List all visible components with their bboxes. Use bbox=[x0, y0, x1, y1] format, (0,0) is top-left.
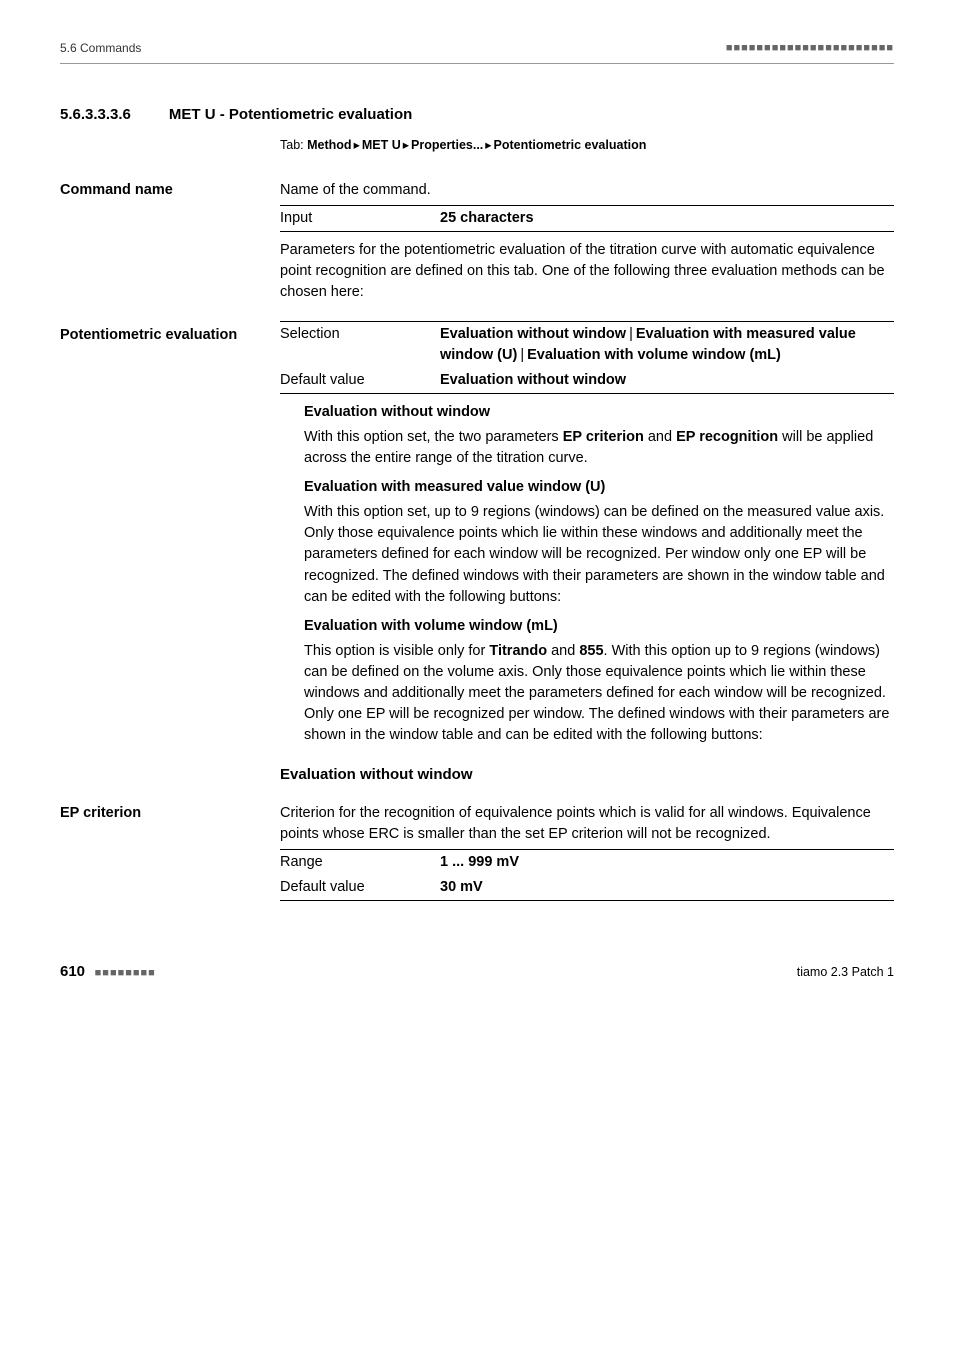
page-header: 5.6 Commands ■■■■■■■■■■■■■■■■■■■■■■ bbox=[60, 40, 894, 57]
param-value-selection: Evaluation without window|Evaluation wit… bbox=[440, 324, 894, 366]
potentiometric-eval-block: Potentiometric evaluation Selection Eval… bbox=[60, 321, 894, 797]
footer-right: tiamo 2.3 Patch 1 bbox=[797, 963, 894, 981]
param-row-range: Range 1 ... 999 mV bbox=[280, 849, 894, 875]
potentiometric-eval-heading: Potentiometric evaluation bbox=[60, 325, 280, 346]
selection-opt-2: Evaluation with volume window (mL) bbox=[527, 347, 781, 363]
tab-path-2: Properties... bbox=[411, 138, 483, 152]
def2-bold1: Titrando bbox=[489, 643, 547, 659]
section-number: 5.6.3.3.3.6 bbox=[60, 104, 131, 126]
def0-bold2: EP recognition bbox=[676, 429, 778, 445]
param-label-range: Range bbox=[280, 852, 440, 873]
def-title-2: Evaluation with volume window (mL) bbox=[304, 616, 894, 637]
command-name-after-text: Parameters for the potentiometric evalua… bbox=[280, 240, 894, 303]
def2-pre: This option is visible only for bbox=[304, 643, 489, 659]
arrow-icon: ▸ bbox=[401, 138, 411, 152]
def2-bold2: 855 bbox=[579, 643, 603, 659]
definitions-list: Evaluation without window With this opti… bbox=[304, 402, 894, 745]
param-value-ep-default: 30 mV bbox=[440, 877, 894, 898]
ep-criterion-desc: Criterion for the recognition of equival… bbox=[280, 803, 894, 845]
ep-criterion-heading: EP criterion bbox=[60, 803, 280, 824]
page-footer: 610 ■■■■■■■■ tiamo 2.3 Patch 1 bbox=[60, 961, 894, 983]
def0-mid: and bbox=[644, 429, 676, 445]
param-value-default: Evaluation without window bbox=[440, 370, 894, 391]
tab-path-0: Method bbox=[307, 138, 351, 152]
header-dots: ■■■■■■■■■■■■■■■■■■■■■■ bbox=[726, 41, 894, 57]
header-section-label: 5.6 Commands bbox=[60, 40, 141, 57]
def2-mid: and bbox=[547, 643, 579, 659]
ep-criterion-block: EP criterion Criterion for the recogniti… bbox=[60, 799, 894, 901]
def-body-0: With this option set, the two parameters… bbox=[304, 427, 894, 469]
param-label-ep-default: Default value bbox=[280, 877, 440, 898]
tab-path-1: MET U bbox=[362, 138, 401, 152]
command-name-desc: Name of the command. bbox=[280, 180, 894, 201]
def-body-2: This option is visible only for Titrando… bbox=[304, 641, 894, 746]
selection-opt-0: Evaluation without window bbox=[440, 326, 626, 342]
arrow-icon: ▸ bbox=[352, 138, 362, 152]
param-row-selection: Selection Evaluation without window|Eval… bbox=[280, 321, 894, 368]
eval-without-window-heading: Evaluation without window bbox=[280, 764, 894, 786]
section-heading: 5.6.3.3.3.6 MET U - Potentiometric evalu… bbox=[60, 104, 894, 126]
arrow-icon: ▸ bbox=[483, 138, 493, 152]
footer-left: 610 ■■■■■■■■ bbox=[60, 961, 156, 983]
command-name-heading: Command name bbox=[60, 180, 280, 201]
pipe-sep: | bbox=[517, 347, 527, 363]
def0-bold1: EP criterion bbox=[563, 429, 644, 445]
def0-pre: With this option set, the two parameters bbox=[304, 429, 563, 445]
pipe-sep: | bbox=[626, 326, 636, 342]
param-row-input: Input 25 characters bbox=[280, 205, 894, 232]
command-name-block: Command name Name of the command. Input … bbox=[60, 176, 894, 307]
param-label-selection: Selection bbox=[280, 324, 440, 366]
tab-path-line: Tab: Method▸MET U▸Properties...▸Potentio… bbox=[280, 136, 894, 154]
section-title: MET U - Potentiometric evaluation bbox=[169, 104, 412, 126]
footer-dots: ■■■■■■■■ bbox=[95, 967, 156, 979]
def-body-1: With this option set, up to 9 regions (w… bbox=[304, 502, 894, 607]
header-rule bbox=[60, 63, 894, 64]
param-label-input: Input bbox=[280, 208, 440, 229]
def-title-0: Evaluation without window bbox=[304, 402, 894, 423]
tab-path-3: Potentiometric evaluation bbox=[494, 138, 647, 152]
tab-label: Tab: bbox=[280, 138, 304, 152]
param-label-default: Default value bbox=[280, 370, 440, 391]
param-value-input: 25 characters bbox=[440, 208, 894, 229]
param-row-ep-default: Default value 30 mV bbox=[280, 875, 894, 901]
def-title-1: Evaluation with measured value window (U… bbox=[304, 477, 894, 498]
param-value-range: 1 ... 999 mV bbox=[440, 852, 894, 873]
param-row-default: Default value Evaluation without window bbox=[280, 368, 894, 394]
page-number: 610 bbox=[60, 963, 85, 980]
